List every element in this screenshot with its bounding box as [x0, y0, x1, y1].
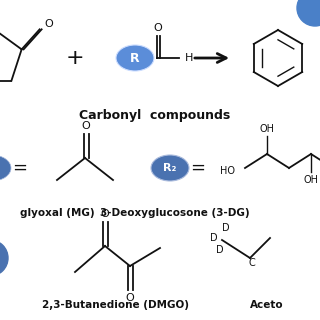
Ellipse shape — [0, 155, 11, 181]
Ellipse shape — [116, 45, 154, 71]
Text: +: + — [66, 48, 84, 68]
Text: Aceto: Aceto — [250, 300, 284, 310]
Text: 2,3-Butanedione (DMGO): 2,3-Butanedione (DMGO) — [42, 300, 188, 310]
Text: H: H — [185, 53, 193, 63]
Text: OH: OH — [260, 124, 275, 134]
Text: glyoxal (MG): glyoxal (MG) — [20, 208, 95, 218]
Text: R₂: R₂ — [163, 163, 177, 173]
Text: Carbonyl  compounds: Carbonyl compounds — [79, 108, 231, 122]
Text: O: O — [154, 23, 162, 33]
Text: =: = — [190, 159, 205, 177]
Text: D: D — [210, 233, 218, 243]
Text: O: O — [82, 121, 90, 131]
Text: O: O — [100, 209, 109, 219]
Text: 3-Deoxyglucosone (3-DG): 3-Deoxyglucosone (3-DG) — [100, 208, 250, 218]
Text: HO: HO — [220, 166, 235, 176]
Text: D: D — [222, 223, 230, 233]
Text: =: = — [12, 159, 28, 177]
Text: C: C — [249, 258, 255, 268]
Ellipse shape — [151, 155, 189, 181]
Text: OH: OH — [303, 175, 318, 185]
Text: O: O — [44, 19, 53, 29]
Circle shape — [297, 0, 320, 26]
Text: O: O — [126, 293, 134, 303]
Text: R: R — [130, 52, 140, 65]
Circle shape — [0, 240, 8, 276]
Text: D: D — [216, 245, 224, 255]
